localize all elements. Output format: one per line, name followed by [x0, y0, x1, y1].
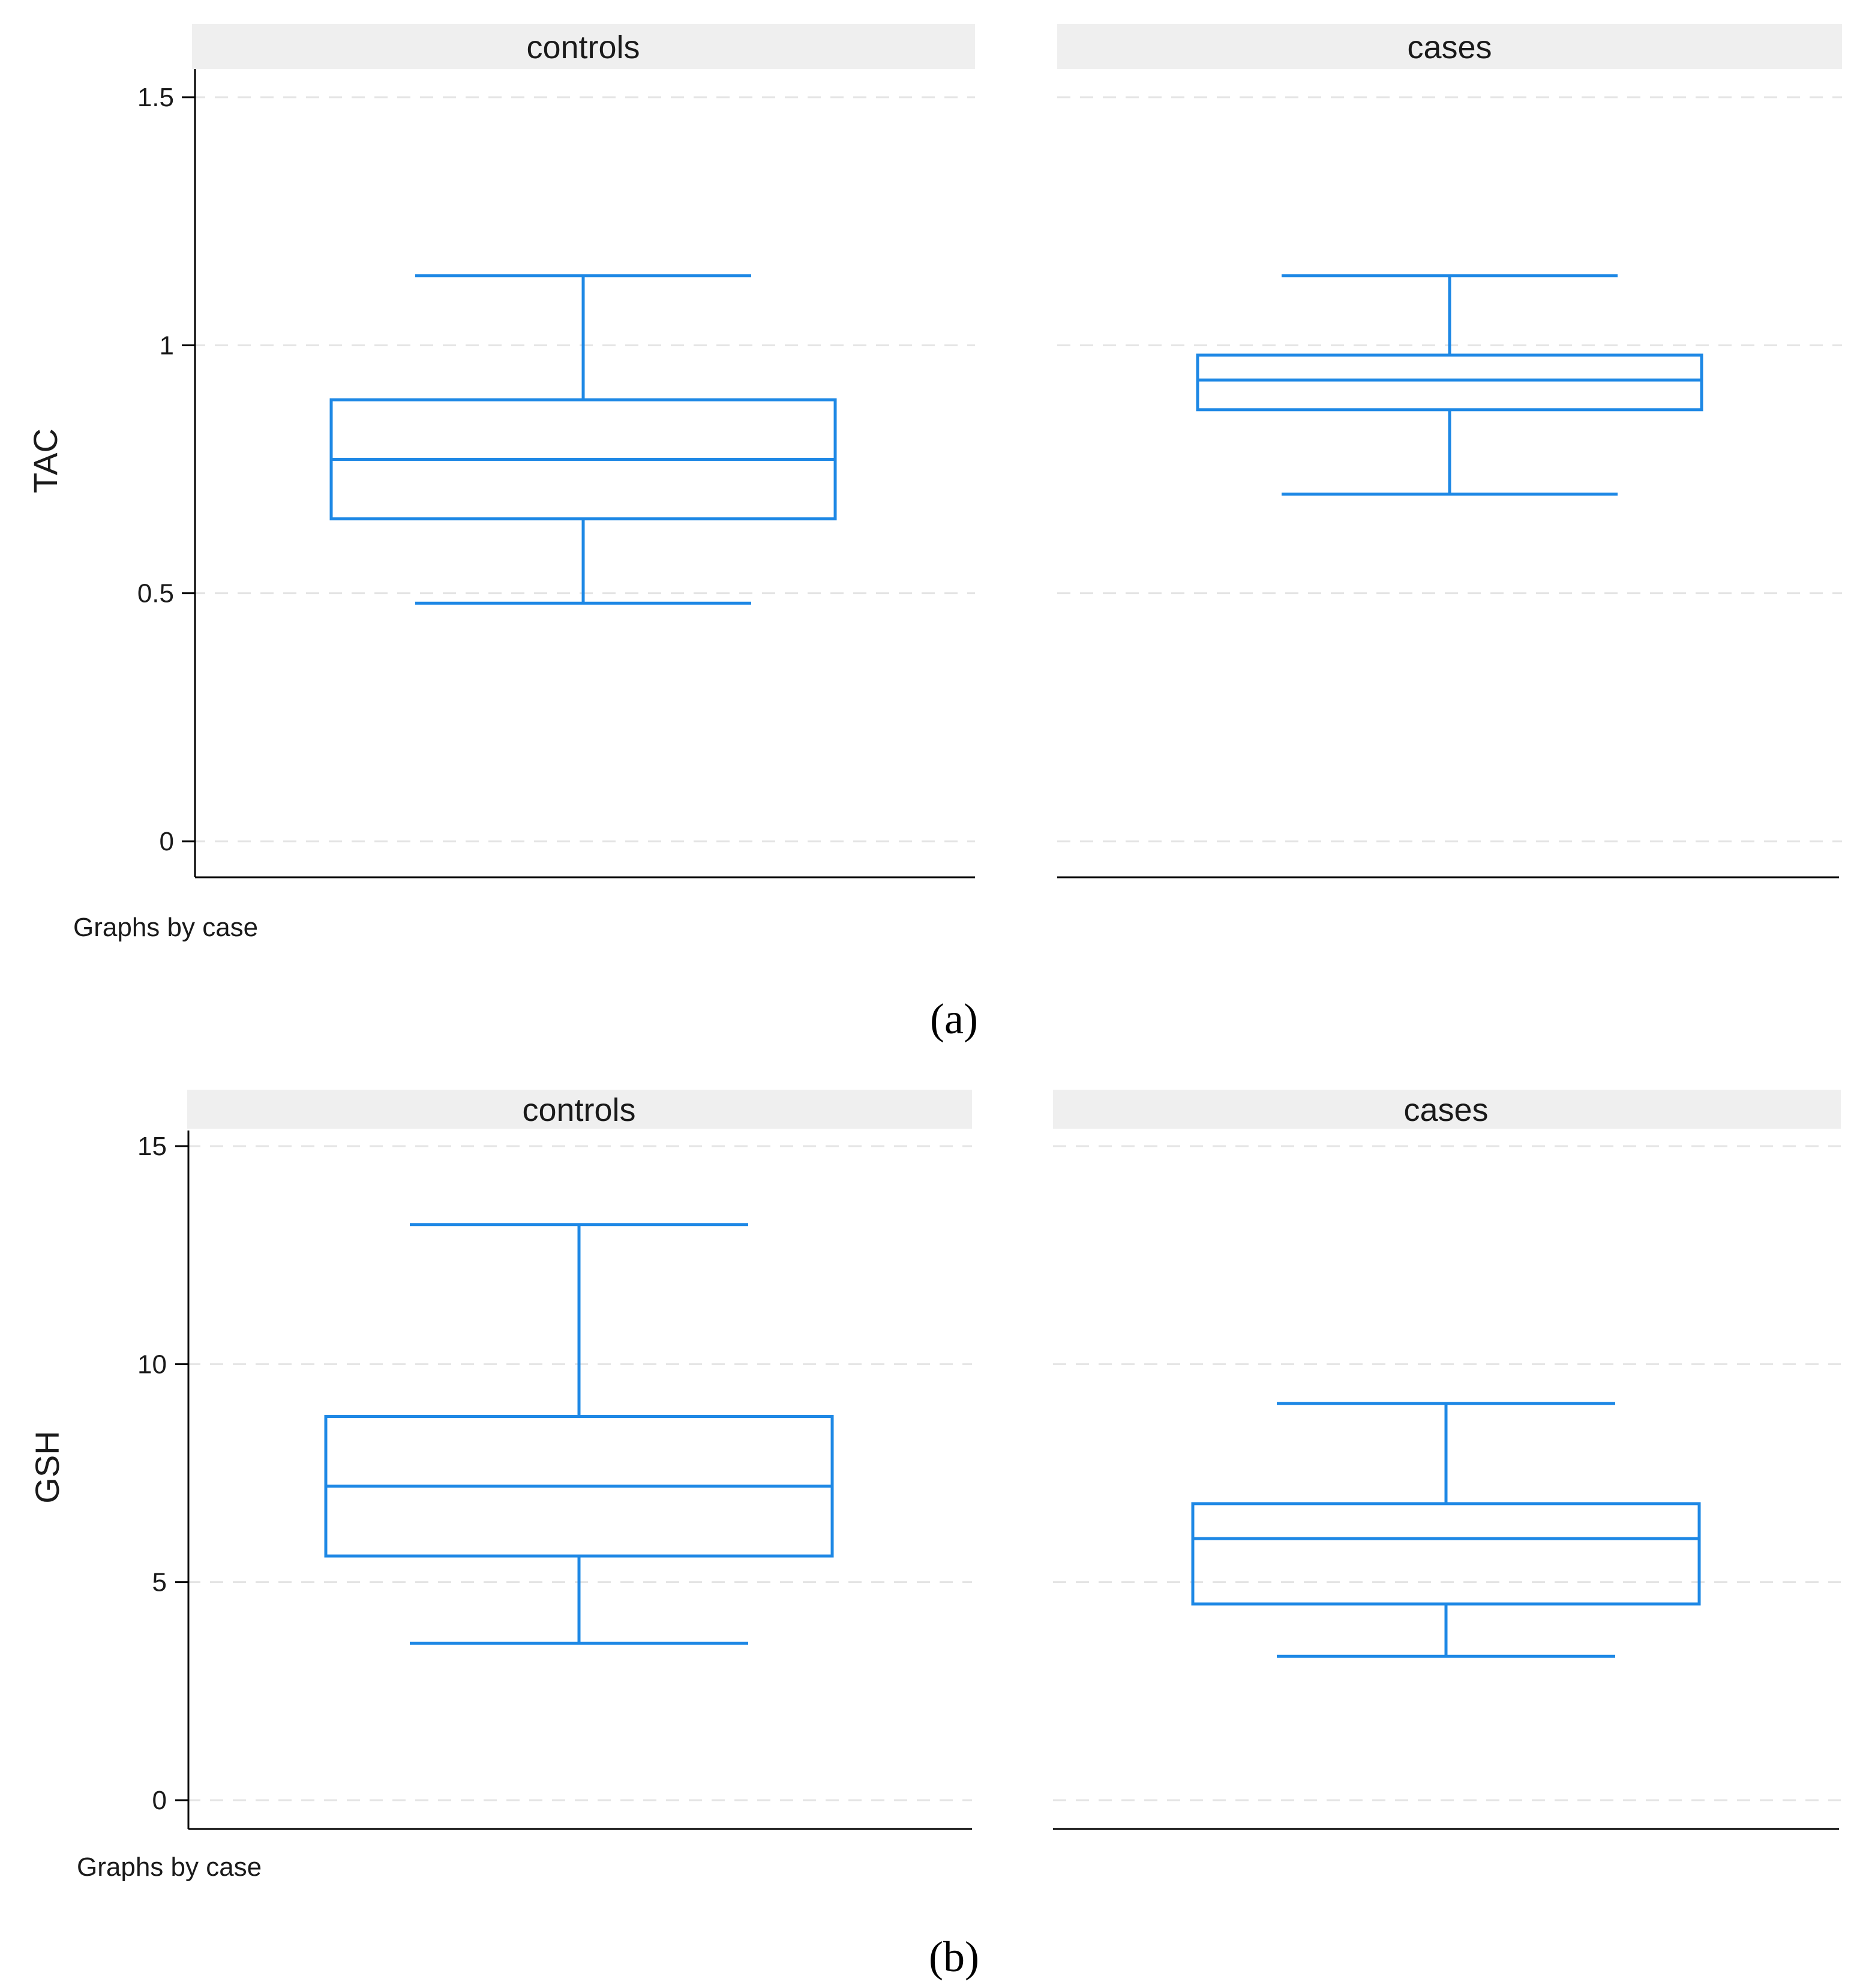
y-tick-label: 0.5	[137, 579, 174, 608]
chart-b: controls cases 0 5 10 15 GSH	[28, 1090, 1841, 1981]
facet-strip-controls	[187, 1090, 972, 1129]
y-axis-title: TAC	[26, 428, 64, 493]
y-tick-label: 15	[137, 1132, 167, 1161]
chart-a: controls cases 0 0.5 1 1.5	[26, 24, 1842, 1043]
facet-strip-cases	[1057, 24, 1842, 69]
graphs-by-note: Graphs by case	[73, 913, 258, 942]
panel-letter-a: (a)	[930, 995, 978, 1043]
boxplot-cases	[1191, 1402, 1701, 1658]
y-tick-label: 5	[152, 1568, 167, 1597]
facet-label-controls: controls	[522, 1092, 635, 1128]
y-tick-label: 10	[137, 1350, 167, 1379]
facet-label-cases: cases	[1403, 1092, 1488, 1128]
boxplot-controls	[324, 1223, 834, 1645]
facet-strip-cases	[1053, 1090, 1841, 1129]
y-tick-label: 0	[152, 1786, 167, 1815]
graphs-by-note: Graphs by case	[77, 1852, 262, 1882]
boxplot-controls	[329, 274, 837, 605]
box-iqr	[1191, 1502, 1701, 1606]
y-ticks: 0 5 10 15	[137, 1132, 188, 1815]
y-tick-label: 0	[160, 827, 174, 856]
gridlines	[192, 96, 1842, 842]
boxplot-cases	[1196, 274, 1703, 496]
box-iqr	[1196, 353, 1703, 412]
facet-label-controls: controls	[526, 29, 640, 65]
y-tick-label: 1	[160, 331, 174, 360]
gridlines	[187, 1145, 1841, 1801]
facet-label-cases: cases	[1407, 29, 1492, 65]
panel-letter-b: (b)	[929, 1933, 979, 1981]
facet-strip-controls	[192, 24, 975, 69]
y-axis-title: GSH	[28, 1431, 66, 1503]
y-tick-label: 1.5	[137, 83, 174, 112]
y-ticks: 0 0.5 1 1.5	[137, 83, 195, 856]
